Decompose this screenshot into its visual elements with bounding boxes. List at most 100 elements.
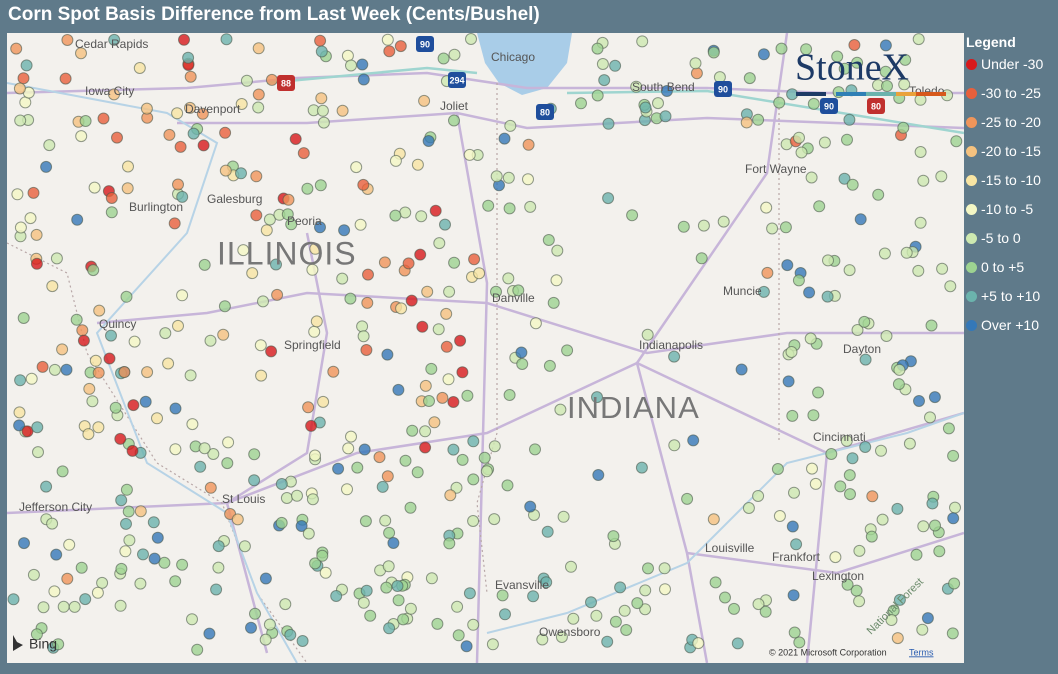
map-point (399, 454, 412, 467)
map-point (176, 289, 189, 302)
map-point (122, 505, 135, 518)
legend-title: Legend (966, 34, 1016, 50)
map-point (77, 334, 90, 347)
legend-swatch (966, 233, 977, 244)
map-point (70, 313, 83, 326)
map-point (440, 307, 453, 320)
legend-swatch (966, 291, 977, 302)
city-label: Evansville (495, 578, 549, 592)
provider: Bing (29, 636, 57, 652)
map-point (781, 259, 794, 272)
map-point (432, 323, 445, 336)
map-point (317, 395, 330, 408)
map-point (284, 628, 297, 641)
map-point (885, 614, 898, 626)
map-point (924, 411, 936, 424)
map-point (404, 501, 417, 514)
map-point (249, 607, 261, 620)
state-label: ILLINOIS (217, 235, 357, 271)
legend-item[interactable]: 0 to +5 (966, 259, 1043, 288)
map-point (357, 73, 370, 86)
map-point (221, 457, 234, 470)
legend-swatch (966, 146, 977, 157)
map-point (75, 47, 87, 60)
map-point (788, 486, 800, 499)
legend-swatch (966, 117, 977, 128)
map-point (596, 58, 609, 70)
map-point (866, 490, 879, 503)
map-point (338, 224, 351, 237)
legend-item[interactable]: Over +10 (966, 317, 1043, 346)
map-point (800, 43, 813, 56)
map-point (184, 101, 196, 114)
terms-link[interactable]: Terms (909, 647, 934, 657)
map-point (354, 218, 367, 231)
title: Corn Spot Basis Difference from Last Wee… (8, 4, 540, 25)
map-point (250, 170, 263, 183)
map-point (660, 85, 673, 97)
map-point (134, 577, 147, 590)
map-point (752, 113, 765, 126)
legend-item[interactable]: +5 to +10 (966, 288, 1043, 317)
legend-item[interactable]: Under -30 (966, 56, 1043, 85)
shield (820, 98, 838, 114)
map-point (752, 490, 765, 502)
map-point (89, 354, 102, 367)
map-point (198, 442, 211, 455)
map-point (478, 451, 491, 464)
map-point (252, 88, 265, 101)
map-point (212, 540, 225, 553)
map-point (859, 353, 872, 366)
map-point (807, 97, 820, 110)
map-point (900, 246, 913, 259)
map-point (443, 537, 456, 550)
legend-item[interactable]: -30 to -25 (966, 85, 1043, 114)
map-point (843, 469, 856, 482)
map-point (158, 556, 171, 569)
map-point (561, 344, 574, 357)
map-point (529, 443, 541, 456)
map-point (936, 262, 949, 275)
map-point (641, 328, 654, 341)
legend-item[interactable]: -10 to -5 (966, 201, 1043, 230)
map-point (821, 290, 834, 303)
legend-item[interactable]: -15 to -10 (966, 172, 1043, 201)
map-point (126, 444, 139, 457)
map-point (555, 631, 568, 643)
shield (448, 72, 466, 88)
shield (536, 104, 554, 120)
map-point (639, 584, 652, 597)
map-point (176, 190, 189, 203)
map-point (879, 39, 892, 52)
map-point (302, 527, 315, 540)
map-point (336, 272, 349, 285)
map-point (32, 446, 44, 459)
map-point (848, 39, 861, 51)
map-point (913, 395, 925, 407)
map-point (76, 324, 89, 337)
city-label: Fort Wayne (745, 162, 807, 176)
shield-label: 294 (449, 75, 464, 85)
legend-item[interactable]: -20 to -15 (966, 143, 1043, 172)
map-point (618, 604, 631, 617)
map-point (547, 296, 560, 309)
map-point (554, 403, 567, 416)
map-point (719, 591, 731, 604)
map-point (488, 440, 501, 453)
map-point (467, 515, 480, 527)
map-point (773, 510, 786, 522)
map-point (557, 510, 570, 523)
map-point (917, 174, 930, 187)
map-point (735, 363, 748, 376)
map-point (56, 465, 69, 478)
map-point (697, 219, 710, 232)
legend-item[interactable]: -5 to 0 (966, 230, 1043, 259)
map-point (460, 640, 473, 653)
legend-item[interactable]: -25 to -20 (966, 114, 1043, 143)
map-point (418, 94, 431, 107)
shield-label: 90 (718, 84, 728, 94)
map-point (743, 72, 756, 85)
map-point (687, 434, 700, 447)
map-point (496, 589, 509, 602)
map[interactable]: Cedar Rapids Iowa City Davenport Chicago Jol… (7, 33, 964, 663)
